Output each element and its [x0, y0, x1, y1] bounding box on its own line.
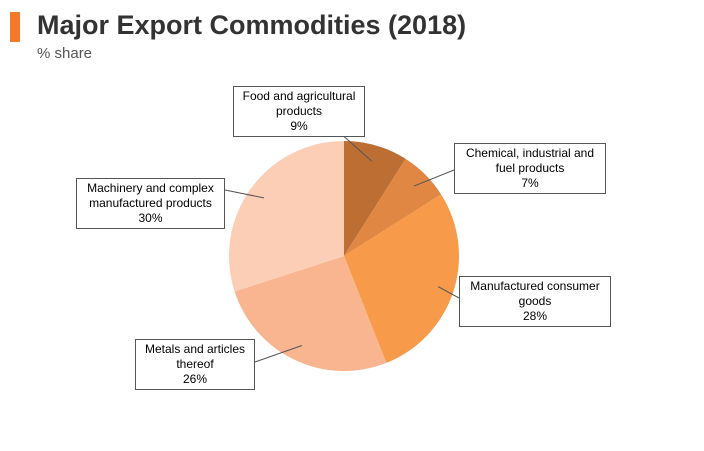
slice-label-chemical-line1: Chemical, industrial and [465, 146, 595, 160]
slice-label-chemical-pct: 7% [521, 176, 539, 190]
connector-line-machinery [224, 189, 265, 199]
slice-label-manufactured-line1: Manufactured consumer [470, 279, 600, 293]
pie-slice-metals [234, 256, 387, 371]
slice-label-metals: Metals and articles thereof 26% [135, 339, 255, 390]
chart-subtitle: % share [37, 45, 93, 62]
pie-slice-food [344, 141, 406, 256]
slice-label-food-line2: products [275, 104, 323, 118]
pie-slice-manufactured [344, 194, 459, 363]
pie-slice-machinery [228, 140, 344, 292]
slice-label-chemical-line2: fuel products [495, 161, 565, 175]
slice-label-metals-line1: Metals and articles [144, 342, 246, 356]
connector-line-chemical [413, 169, 455, 187]
slice-label-manufactured: Manufactured consumer goods 28% [459, 276, 611, 327]
slice-label-chemical: Chemical, industrial and fuel products 7… [454, 143, 606, 194]
slice-label-machinery-pct: 30% [138, 211, 163, 225]
connector-line-manufactured [437, 286, 460, 299]
slice-label-food: Food and agricultural products 9% [233, 86, 365, 137]
slice-label-manufactured-line2: goods [518, 294, 552, 308]
title-accent-bar [10, 12, 20, 42]
slice-label-food-line1: Food and agricultural [242, 89, 356, 103]
slice-label-food-pct: 9% [290, 119, 308, 133]
slice-label-manufactured-pct: 28% [522, 309, 548, 323]
slice-label-metals-line2: thereof [176, 357, 214, 371]
pie-slice-chemical [344, 158, 442, 256]
slice-label-metals-pct: 26% [182, 372, 208, 386]
slice-label-machinery-line2: manufactured products [89, 196, 212, 210]
slice-label-machinery-line1: Machinery and complex [87, 181, 214, 195]
chart-title: Major Export Commodities (2018) [37, 10, 467, 40]
slice-label-machinery: Machinery and complex manufactured produ… [76, 178, 225, 229]
connector-line-food [339, 132, 372, 162]
connector-line-metals [254, 345, 303, 363]
